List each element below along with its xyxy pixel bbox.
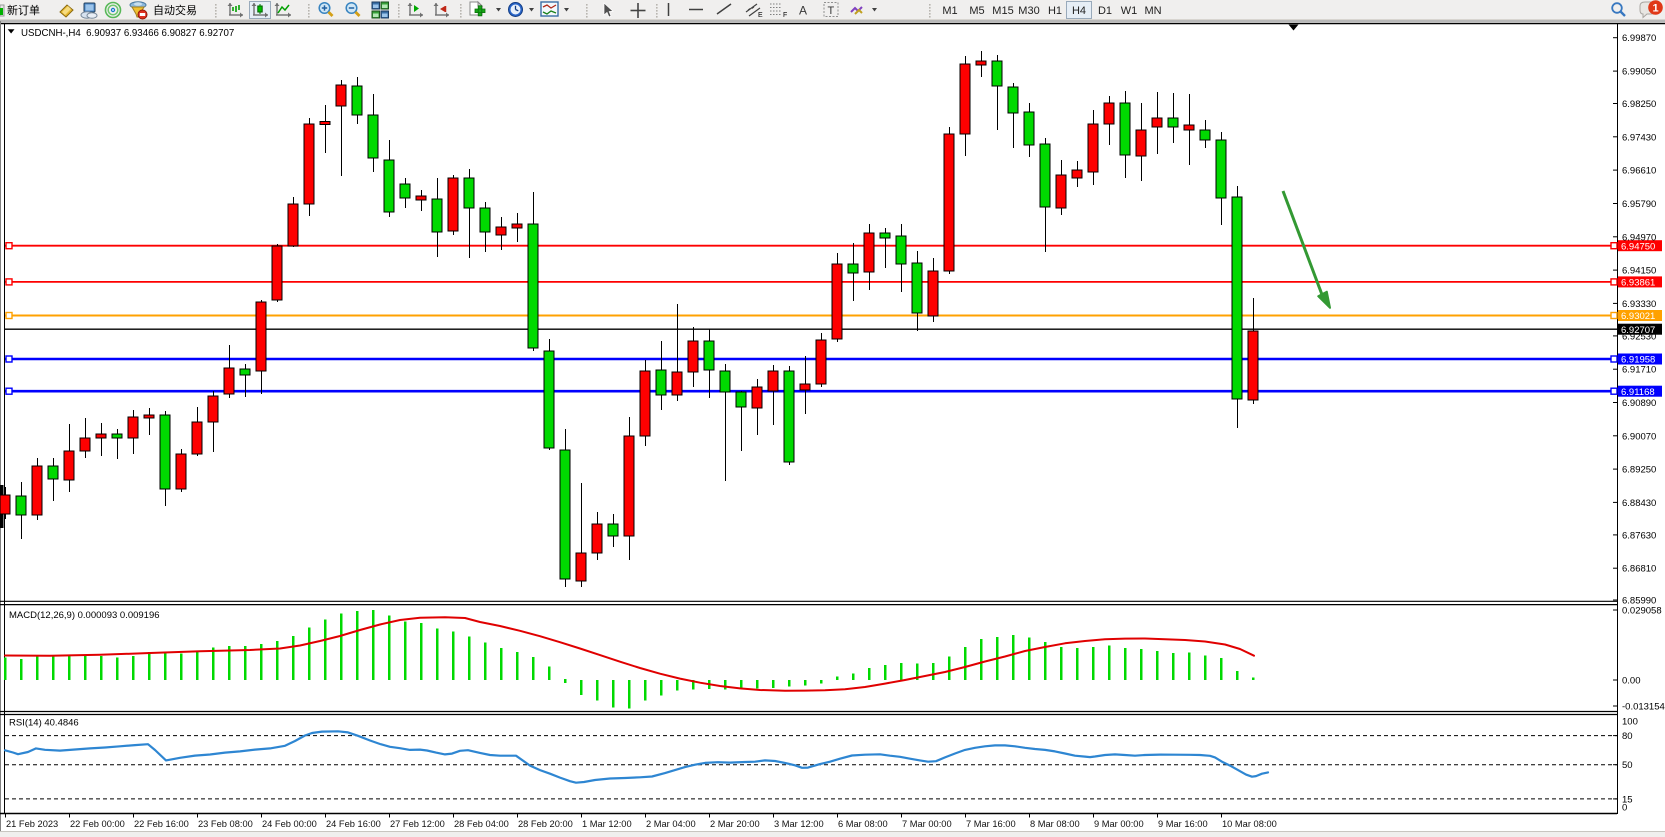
svg-text:7 Mar 16:00: 7 Mar 16:00: [966, 819, 1016, 829]
svg-text:6.90890: 6.90890: [1622, 398, 1656, 409]
svg-text:0: 0: [1622, 803, 1627, 814]
svg-text:0.029058: 0.029058: [1622, 606, 1662, 617]
svg-text:22 Feb 00:00: 22 Feb 00:00: [70, 819, 125, 829]
svg-text:28 Feb 20:00: 28 Feb 20:00: [518, 819, 573, 829]
svg-text:A: A: [799, 4, 807, 18]
svg-text:6.94750: 6.94750: [1621, 241, 1655, 252]
svg-text:0.00: 0.00: [1622, 676, 1641, 687]
svg-text:6.85990: 6.85990: [1622, 596, 1656, 607]
svg-text:6.95790: 6.95790: [1622, 199, 1656, 210]
svg-text:T: T: [828, 5, 835, 17]
svg-text:RSI(14) 40.4846: RSI(14) 40.4846: [9, 718, 79, 729]
svg-text:6.93861: 6.93861: [1621, 278, 1655, 289]
svg-text:9 Mar 16:00: 9 Mar 16:00: [1158, 819, 1208, 829]
svg-text:6.88430: 6.88430: [1622, 498, 1656, 509]
svg-text:6.87630: 6.87630: [1622, 530, 1656, 541]
svg-text:M5: M5: [969, 5, 984, 17]
svg-text:27 Feb 12:00: 27 Feb 12:00: [390, 819, 445, 829]
svg-text:23 Feb 08:00: 23 Feb 08:00: [198, 819, 253, 829]
svg-text:15: 15: [1622, 794, 1633, 805]
svg-text:6.91710: 6.91710: [1622, 365, 1656, 376]
svg-text:H4: H4: [1072, 5, 1086, 17]
svg-text:MN: MN: [1144, 5, 1161, 17]
svg-text:7 Mar 00:00: 7 Mar 00:00: [902, 819, 952, 829]
svg-text:D1: D1: [1098, 5, 1112, 17]
svg-text:6.97430: 6.97430: [1622, 132, 1656, 143]
svg-text:6.94970: 6.94970: [1622, 232, 1656, 243]
svg-text:6.89250: 6.89250: [1622, 465, 1656, 476]
svg-text:USDCNH-,H4 6.90937 6.93466 6.: USDCNH-,H4 6.90937 6.93466 6.90827 6.927…: [21, 28, 234, 39]
svg-text:28 Feb 04:00: 28 Feb 04:00: [454, 819, 509, 829]
svg-text:8 Mar 08:00: 8 Mar 08:00: [1030, 819, 1080, 829]
svg-text:2 Mar 04:00: 2 Mar 04:00: [646, 819, 696, 829]
svg-text:6.99050: 6.99050: [1622, 67, 1656, 78]
svg-text:M1: M1: [942, 5, 957, 17]
svg-text:M30: M30: [1018, 5, 1039, 17]
svg-text:MACD(12,26,9) 0.000093 0.00919: MACD(12,26,9) 0.000093 0.009196: [9, 610, 160, 621]
svg-text:80: 80: [1622, 731, 1633, 742]
svg-text:6.91958: 6.91958: [1621, 355, 1655, 366]
svg-text:6.90070: 6.90070: [1622, 431, 1656, 442]
svg-text:H1: H1: [1048, 5, 1062, 17]
svg-text:6.92707: 6.92707: [1621, 325, 1655, 336]
svg-text:3 Mar 12:00: 3 Mar 12:00: [774, 819, 824, 829]
svg-text:6.94150: 6.94150: [1622, 266, 1656, 277]
svg-text:24 Feb 00:00: 24 Feb 00:00: [262, 819, 317, 829]
svg-text:6.99870: 6.99870: [1622, 33, 1656, 44]
svg-text:6.96610: 6.96610: [1622, 166, 1656, 177]
svg-text:6.86810: 6.86810: [1622, 564, 1656, 575]
svg-text:-0.013154: -0.013154: [1622, 702, 1665, 713]
svg-text:E: E: [758, 12, 763, 19]
svg-text:1: 1: [1652, 3, 1658, 15]
svg-text:F: F: [783, 12, 787, 19]
svg-text:10 Mar 08:00: 10 Mar 08:00: [1222, 819, 1277, 829]
svg-text:自动交易: 自动交易: [153, 3, 197, 17]
svg-text:6.93330: 6.93330: [1622, 299, 1656, 310]
svg-text:W1: W1: [1121, 5, 1138, 17]
svg-text:新订单: 新订单: [7, 3, 40, 17]
svg-text:6.93021: 6.93021: [1621, 311, 1655, 322]
svg-text:6 Mar 08:00: 6 Mar 08:00: [838, 819, 888, 829]
svg-text:1 Mar 12:00: 1 Mar 12:00: [582, 819, 632, 829]
svg-text:100: 100: [1622, 717, 1638, 728]
svg-text:M15: M15: [992, 5, 1013, 17]
svg-text:9 Mar 00:00: 9 Mar 00:00: [1094, 819, 1144, 829]
svg-text:6.92530: 6.92530: [1622, 331, 1656, 342]
svg-text:6.98250: 6.98250: [1622, 99, 1656, 110]
svg-text:2 Mar 20:00: 2 Mar 20:00: [710, 819, 760, 829]
svg-text:22 Feb 16:00: 22 Feb 16:00: [134, 819, 189, 829]
svg-text:24 Feb 16:00: 24 Feb 16:00: [326, 819, 381, 829]
svg-text:21 Feb 2023: 21 Feb 2023: [6, 819, 58, 829]
svg-text:6.91168: 6.91168: [1621, 387, 1655, 398]
svg-text:50: 50: [1622, 760, 1633, 771]
